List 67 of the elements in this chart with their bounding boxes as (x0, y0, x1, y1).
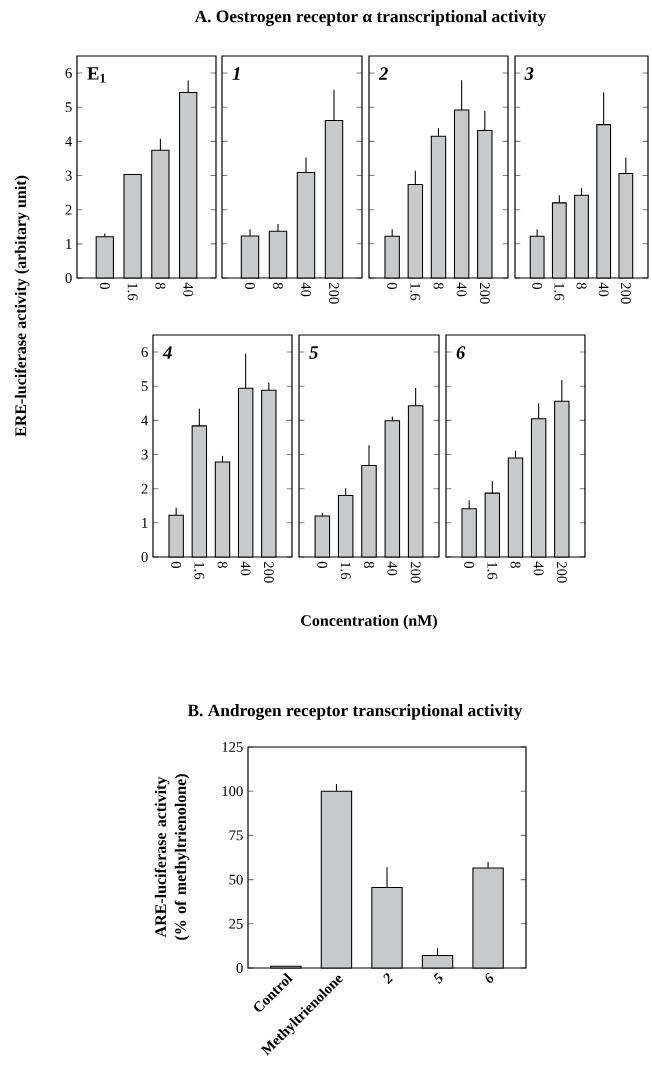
annotation: 4 (162, 346, 172, 359)
x-tick-label: 2 (383, 973, 393, 985)
y-tick-label: 4 (65, 136, 73, 147)
y-tick-label: 125 (222, 742, 243, 752)
annotation: 5 (309, 346, 318, 359)
x-tick-label: 40 (456, 282, 467, 297)
y-tick-label: 4 (141, 415, 149, 426)
x-tick-label: 1.6 (194, 562, 205, 580)
x-tick-label: 0 (464, 561, 475, 569)
x-tick-label: 40 (301, 282, 311, 297)
x-tick-label: 40 (183, 282, 194, 297)
annotation: 6 (456, 346, 466, 359)
y-tick-label: 75 (229, 830, 243, 841)
x-tick-label: 1.6 (554, 283, 565, 301)
y-tick-label: 6 (65, 68, 72, 79)
x-tick-label: 1.6 (127, 283, 138, 301)
x-tick-label: 0 (387, 282, 398, 290)
x-tick-label: 0 (171, 561, 182, 569)
x-tick-label: 1.6 (487, 562, 498, 580)
y-tick-label: 2 (65, 204, 72, 215)
x-tick-label: 200 (620, 282, 631, 304)
x-tick-label: 200 (410, 561, 421, 583)
y-axis-title: ARE-luciferase activity (% of methyltrienolone) (154, 774, 190, 940)
x-tick-label: 8 (155, 282, 166, 290)
x-tick-label: 8 (433, 282, 444, 290)
y-tick-label: 6 (141, 347, 148, 357)
chart-title: A. Oestrogen receptor α transcriptional activity (194, 10, 547, 26)
x-tick-label: 0 (99, 282, 110, 290)
x-tick-label: 6 (485, 972, 494, 983)
x-tick-label: 40 (533, 561, 544, 576)
y-tick-label: 1 (142, 518, 148, 528)
annotation: 2 (378, 67, 388, 80)
x-tick-label: 8 (510, 561, 521, 569)
x-tick-label: 1.6 (410, 283, 421, 301)
x-tick-label: 200 (329, 282, 339, 304)
y-tick-label: 3 (65, 170, 72, 181)
annotation: 3 (524, 67, 534, 80)
y-tick-label: 3 (141, 449, 148, 460)
x-tick-label: 40 (598, 282, 609, 297)
chart-title: B. Androgen receptor transcriptional activity (187, 704, 523, 720)
x-tick-label: 0 (317, 561, 328, 569)
x-tick-label: 40 (387, 561, 398, 576)
x-tick-label: 8 (364, 561, 374, 569)
x-tick-label: 200 (479, 282, 490, 304)
y-axis-title: ERE-luciferase activity (arbitary unit) (14, 175, 30, 437)
y-tick-label: 0 (141, 552, 148, 562)
x-axis-title: Concentration (nM) (301, 614, 437, 630)
x-tick-label: 0 (245, 282, 255, 290)
x-tick-label: 0 (532, 282, 543, 290)
y-tick-label: 25 (229, 918, 243, 929)
x-tick-label: 40 (240, 561, 251, 576)
annotation: E$_{1}$ (87, 67, 106, 83)
y-tick-label: 5 (65, 102, 72, 113)
x-tick-label: 5 (433, 972, 443, 984)
x-tick-label: 1.6 (340, 562, 351, 580)
y-tick-label: 100 (222, 786, 243, 797)
y-tick-label: 50 (229, 874, 243, 885)
y-tick-label: 0 (65, 273, 72, 283)
y-tick-label: 1 (66, 239, 72, 249)
x-tick-label: 8 (217, 561, 228, 569)
x-tick-label: 8 (273, 282, 283, 290)
x-tick-label: 200 (556, 561, 567, 583)
x-tick-label: 200 (263, 561, 274, 583)
y-tick-label: 2 (141, 483, 148, 494)
y-tick-label: 5 (141, 381, 148, 392)
x-tick-label: 8 (576, 282, 587, 290)
y-tick-label: 0 (236, 963, 243, 973)
